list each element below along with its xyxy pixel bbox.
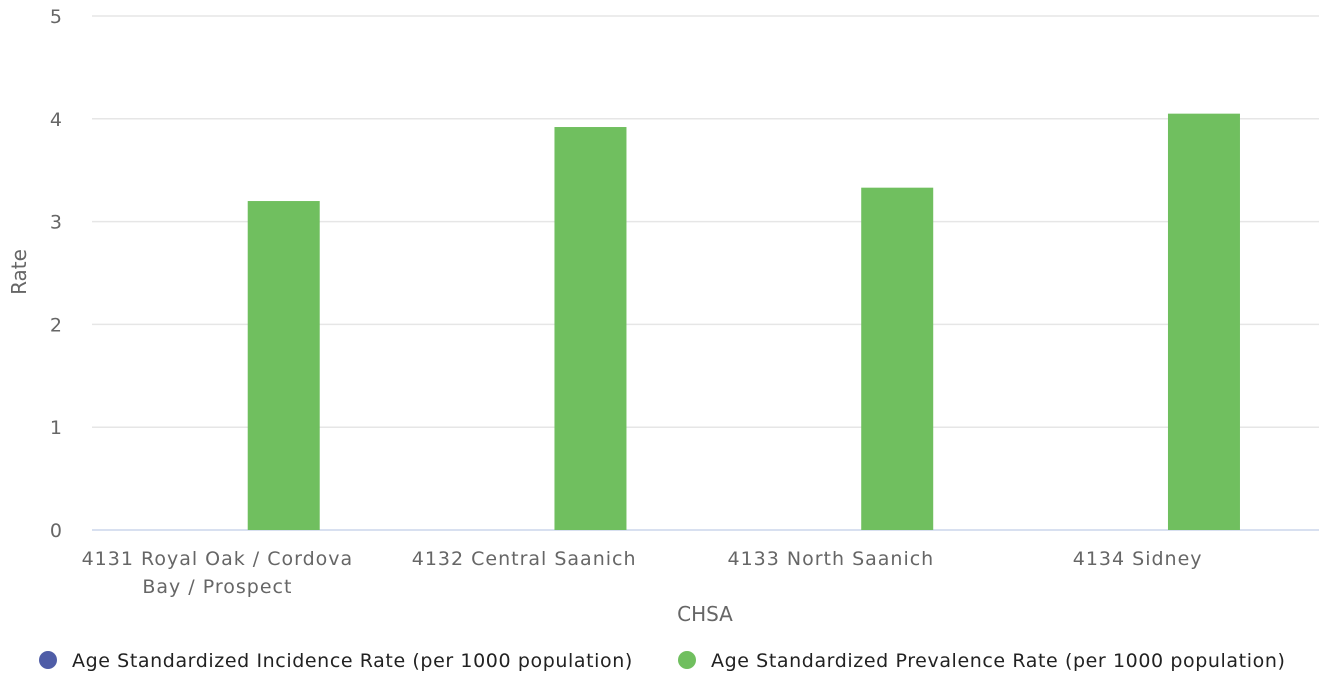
bar-prevalence[interactable] <box>861 187 934 530</box>
y-tick-label: 1 <box>50 417 62 439</box>
y-tick-label: 3 <box>50 212 62 234</box>
x-axis-ticks: 4131 Royal Oak / Cordova Bay / Prospect41… <box>82 548 1203 598</box>
legend[interactable]: Age Standardized Incidence Rate (per 100… <box>39 650 1285 672</box>
x-tick-label-line: 4133 North Saanich <box>728 548 935 570</box>
x-tick-label: 4134 Sidney <box>1073 548 1203 570</box>
y-tick-label: 0 <box>50 520 62 542</box>
y-axis-ticks: 0 1 2 3 4 5 <box>50 6 62 542</box>
legend-item[interactable]: Age Standardized Incidence Rate (per 100… <box>39 650 633 672</box>
x-axis-title: CHSA <box>677 602 733 626</box>
bar-prevalence[interactable] <box>247 201 320 531</box>
bar-prevalence[interactable] <box>554 127 627 531</box>
x-tick-label-line: Bay / Prospect <box>142 576 292 598</box>
x-tick-label-line: 4134 Sidney <box>1073 548 1203 570</box>
y-axis-title: Rate <box>7 249 31 295</box>
x-tick-label: 4133 North Saanich <box>728 548 935 570</box>
legend-label: Age Standardized Prevalence Rate (per 10… <box>711 650 1285 672</box>
x-tick-label: 4132 Central Saanich <box>412 548 637 570</box>
x-tick-label: 4131 Royal Oak / Cordova Bay / Prospect <box>82 548 354 598</box>
legend-item[interactable]: Age Standardized Prevalence Rate (per 10… <box>678 650 1285 672</box>
legend-label: Age Standardized Incidence Rate (per 100… <box>72 650 633 672</box>
y-tick-label: 5 <box>50 6 62 28</box>
x-tick-label-line: 4131 Royal Oak / Cordova <box>82 548 354 570</box>
legend-marker <box>678 651 696 669</box>
bars <box>247 113 1240 531</box>
y-tick-label: 2 <box>50 314 62 336</box>
bar-prevalence[interactable] <box>1167 113 1240 530</box>
y-tick-label: 4 <box>50 109 62 131</box>
x-tick-label-line: 4132 Central Saanich <box>412 548 637 570</box>
legend-marker <box>39 651 57 669</box>
